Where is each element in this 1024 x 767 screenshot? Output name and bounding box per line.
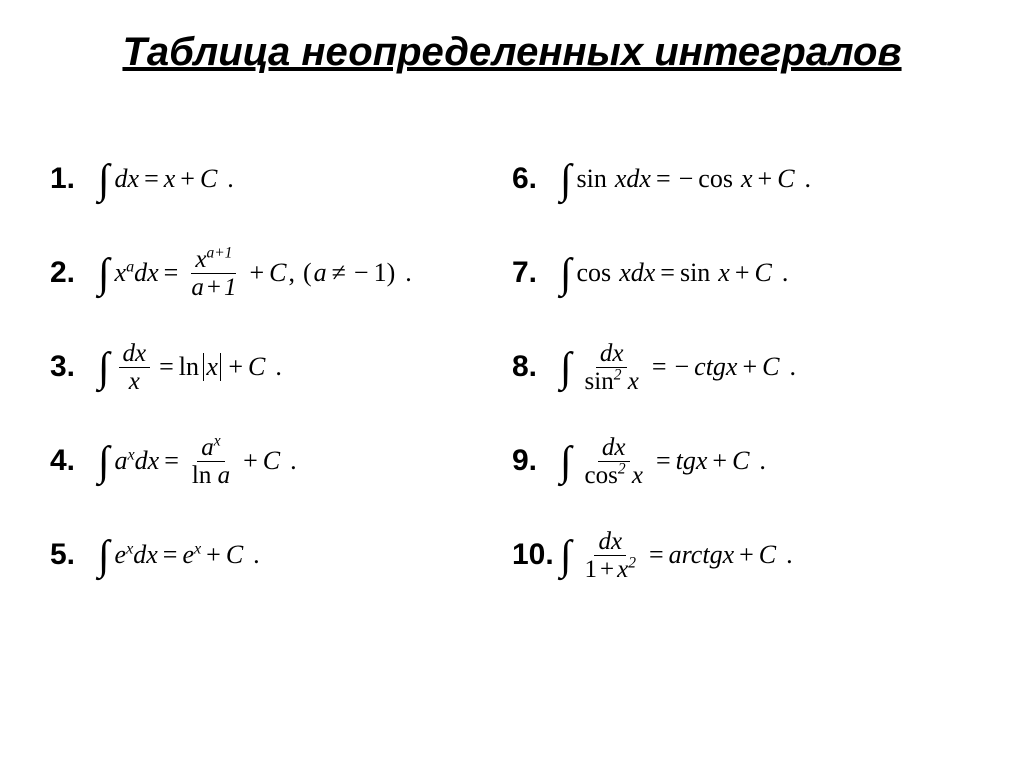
formula-row-3: 3. ∫ dxx =lnx+C. (50, 323, 512, 411)
formula-number: 5. (50, 538, 98, 572)
formula-row-5: 5. ∫exdx=ex+C. (50, 511, 512, 599)
formula-number: 4. (50, 444, 98, 478)
page-title: Таблица неопределенных интегралов (40, 30, 984, 75)
formula-number: 2. (50, 256, 98, 290)
formula-row-10: 10. ∫ dx1+x2 =arctgx+C. (512, 511, 974, 599)
formula-body: ∫cosxdx=sinx+C. (560, 256, 788, 290)
formula-number: 10. (512, 538, 560, 572)
integral-table-slide: Таблица неопределенных интегралов 1. ∫dx… (0, 0, 1024, 767)
formula-row-4: 4. ∫axdx= axln a +C. (50, 417, 512, 505)
formula-body: ∫axdx= axln a +C. (98, 434, 297, 489)
formula-row-2: 2. ∫xadx= xa+1a+1 +C,(a≠−1). (50, 229, 512, 317)
formula-body: ∫dx=x+C. (98, 162, 234, 196)
formula-row-7: 7. ∫cosxdx=sinx+C. (512, 229, 974, 317)
formula-body: ∫ dx1+x2 =arctgx+C. (560, 528, 793, 583)
formula-row-1: 1. ∫dx=x+C. (50, 135, 512, 223)
formula-body: ∫ dxx =lnx+C. (98, 340, 282, 395)
formula-columns: 1. ∫dx=x+C. 2. ∫xadx= xa+1a+1 +C,(a≠−1).… (0, 135, 1024, 605)
formula-body: ∫exdx=ex+C. (98, 538, 260, 572)
column-right: 6. ∫sinxdx=−cosx+C. 7. ∫cosxdx=sinx+C. 8… (512, 135, 974, 605)
column-left: 1. ∫dx=x+C. 2. ∫xadx= xa+1a+1 +C,(a≠−1).… (50, 135, 512, 605)
formula-number: 7. (512, 256, 560, 290)
formula-number: 8. (512, 350, 560, 384)
formula-body: ∫xadx= xa+1a+1 +C,(a≠−1). (98, 246, 412, 301)
formula-row-8: 8. ∫ dxsin2 x =−ctgx+C. (512, 323, 974, 411)
formula-body: ∫ dxcos2 x =tgx+C. (560, 434, 766, 489)
formula-row-9: 9. ∫ dxcos2 x =tgx+C. (512, 417, 974, 505)
formula-body: ∫ dxsin2 x =−ctgx+C. (560, 340, 796, 395)
formula-number: 6. (512, 162, 560, 196)
formula-body: ∫sinxdx=−cosx+C. (560, 162, 811, 196)
formula-number: 9. (512, 444, 560, 478)
formula-number: 1. (50, 162, 98, 196)
formula-number: 3. (50, 350, 98, 384)
formula-row-6: 6. ∫sinxdx=−cosx+C. (512, 135, 974, 223)
